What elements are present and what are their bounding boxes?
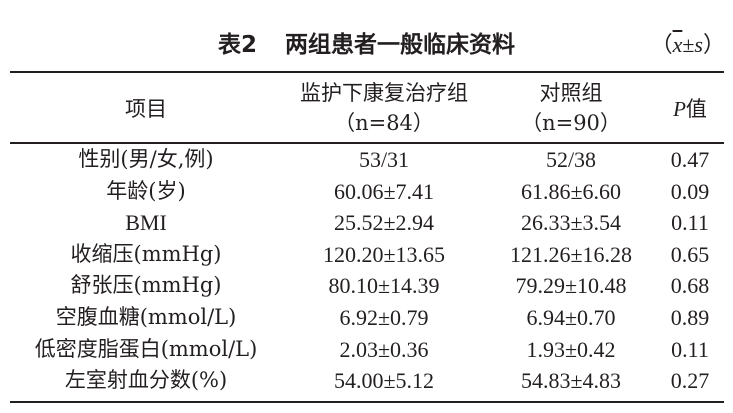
p-letter: P — [673, 97, 686, 121]
row-item: 舒张压(mmHg) — [70, 273, 222, 298]
table-row: 空腹血糖(mmol/L) 6.92±0.79 6.94±0.70 0.89 — [10, 302, 724, 334]
group-b-n: （n=90） — [521, 111, 621, 135]
stat-close: ） — [702, 32, 725, 57]
caption-title: 表2 两组患者一般临床资料 — [0, 28, 733, 62]
row-group-b-value: 6.94±0.70 — [526, 304, 616, 330]
table-header-rule — [10, 142, 724, 144]
row-group-b-value: 61.86±6.60 — [520, 178, 622, 204]
table-caption: 表2 两组患者一般临床资料 （x±s） — [0, 28, 733, 62]
group-a-name: 监护下康复治疗组 — [300, 81, 468, 105]
row-group-a-value: 60.06±7.41 — [333, 178, 435, 204]
row-item: BMI — [125, 210, 167, 236]
table-row: 性别(男/女,例) 53/31 52/38 0.47 — [10, 144, 724, 176]
row-item: 收缩压(mmHg) — [70, 241, 222, 266]
row-group-a-value: 25.52±2.94 — [333, 210, 435, 236]
row-p-value: 0.11 — [671, 210, 709, 236]
table-row: BMI 25.52±2.94 26.33±3.54 0.11 — [10, 207, 724, 239]
row-group-a-value: 53/31 — [358, 147, 410, 172]
caption-text: 两组患者一般临床资料 — [285, 32, 515, 58]
header-group-b: 对照组 （n=90） — [486, 76, 656, 140]
row-group-b-value: 121.26±16.28 — [509, 241, 633, 267]
table-row: 收缩压(mmHg) 120.20±13.65 121.26±16.28 0.65 — [10, 239, 724, 271]
caption-label: 表2 — [217, 32, 257, 58]
table-header: 项目 监护下康复治疗组 （n=84） 对照组 （n=90） P值 — [10, 76, 724, 140]
row-item: 低密度脂蛋白(mmol/L) — [34, 336, 258, 361]
header-item: 项目 — [125, 97, 167, 121]
table-row: 低密度脂蛋白(mmol/L) 2.03±0.36 1.93±0.42 0.11 — [10, 334, 724, 366]
stat-mean: x — [672, 32, 683, 57]
group-b-name: 对照组 — [539, 81, 603, 105]
stat-pm: ± — [682, 32, 695, 57]
row-item: 性别(男/女,例) — [78, 147, 214, 171]
table-row: 左室射血分数(%) 54.00±5.12 54.83±4.83 0.27 — [10, 365, 724, 397]
row-group-b-value: 1.93±0.42 — [526, 336, 616, 362]
row-group-a-value: 120.20±13.65 — [322, 241, 446, 267]
group-a-n: （n=84） — [334, 111, 434, 135]
row-item: 年龄(岁) — [106, 178, 186, 203]
stat-open: （ — [650, 32, 673, 57]
row-group-a-value: 54.00±5.12 — [333, 368, 435, 394]
header-row: 项目 监护下康复治疗组 （n=84） 对照组 （n=90） P值 — [10, 76, 724, 140]
row-group-a-value: 6.92±0.79 — [339, 304, 429, 330]
row-p-value: 0.65 — [670, 241, 710, 267]
row-item: 左室射血分数(%) — [64, 368, 228, 393]
stat-sd: s — [694, 32, 703, 57]
row-p-value: 0.68 — [670, 273, 710, 299]
row-group-a-value: 80.10±14.39 — [328, 273, 440, 299]
row-group-b-value: 79.29±10.48 — [515, 273, 627, 299]
row-p-value: 0.11 — [671, 336, 709, 362]
row-p-value: 0.89 — [670, 304, 710, 330]
row-group-b-value: 52/38 — [545, 147, 597, 172]
row-p-value: 0.47 — [670, 147, 710, 172]
row-group-b-value: 26.33±3.54 — [520, 210, 622, 236]
header-p-value: P值 — [656, 76, 724, 140]
row-item: 空腹血糖(mmol/L) — [55, 304, 237, 329]
table-body: 性别(男/女,例) 53/31 52/38 0.47 年龄(岁) 60.06±7… — [10, 144, 724, 397]
header-group-a: 监护下康复治疗组 （n=84） — [282, 76, 486, 140]
table-top-rule — [10, 71, 724, 73]
row-group-a-value: 2.03±0.36 — [339, 336, 429, 362]
p-suffix: 值 — [685, 97, 707, 121]
row-group-b-value: 54.83±4.83 — [520, 368, 622, 394]
table-bottom-rule — [10, 401, 724, 403]
row-p-value: 0.27 — [670, 368, 710, 394]
caption-statistic: （x±s） — [651, 28, 725, 62]
table-row: 舒张压(mmHg) 80.10±14.39 79.29±10.48 0.68 — [10, 270, 724, 302]
table-row: 年龄(岁) 60.06±7.41 61.86±6.60 0.09 — [10, 176, 724, 208]
row-p-value: 0.09 — [670, 178, 710, 204]
